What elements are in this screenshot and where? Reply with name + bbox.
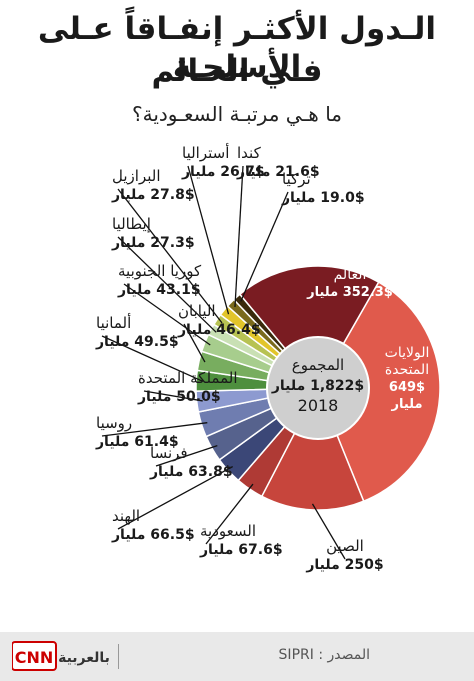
pie-slice [260, 386, 365, 511]
slice-name-label: ألمانيا [96, 313, 131, 332]
pie-slice [238, 265, 380, 390]
slice-name-label: روسيا [96, 414, 132, 432]
leader-line [101, 335, 203, 382]
slice-name-label: الصين [326, 537, 364, 555]
slice-name-label: المملكة المتحدة [138, 369, 238, 387]
leader-line [143, 390, 203, 402]
chart-subtitle: ما هـي مرتبـة السعـودية؟ [131, 102, 343, 126]
slice-name-label: الهند [112, 507, 140, 525]
leader-line [311, 503, 346, 560]
leader-line [117, 466, 233, 530]
slice-value-label: 66.5$ مليار [111, 527, 195, 543]
slice-value-label: 49.5$ مليار [95, 334, 179, 350]
slice-value-label: 26.7$ مليار [181, 164, 265, 180]
center-year: 2018 [298, 396, 339, 415]
slice-name-label: تركيا [282, 170, 311, 188]
slice-value-label: 352.3$ مليار [306, 285, 393, 300]
chart-title-line1: الـدول الأكثـر إنفـاقاً عـلى الأسلحـة [37, 11, 437, 85]
svg-text:CNN: CNN [15, 648, 54, 667]
slice-value-label: 27.3$ مليار [111, 235, 195, 251]
slice-value-label: 649$ [389, 380, 425, 395]
slice-unit-label: مليار [390, 397, 422, 412]
slice-value-label: 21.6$ مليار [236, 164, 320, 180]
slice-name-label: المتحدة [385, 362, 429, 378]
leader-line [117, 188, 223, 324]
center-circle [266, 336, 370, 440]
slice-value-label: 27.8$ مليار [111, 187, 195, 203]
slice-name-label: السعودية [200, 522, 256, 540]
source-credit: المصدر : SIPRI [278, 647, 370, 663]
slice-value-label: 46.4$ مليار [177, 322, 261, 338]
slice-value-label: 19.0$ مليار [281, 190, 365, 206]
slice-value-label: 63.8$ مليار [149, 464, 233, 480]
slice-value-label: 67.6$ مليار [199, 542, 283, 558]
cnn-arabic-logo-icon: CNN بالعربية [12, 641, 110, 671]
slice-name-label: اليابان [178, 302, 216, 320]
slice-name-label: أستراليا [182, 143, 229, 162]
leader-line [117, 236, 217, 333]
slice-name-label: فرنسا [150, 444, 188, 462]
footer: CNN بالعربية المصدر : SIPRI [0, 632, 474, 681]
slice-name-label: الولايات [385, 345, 430, 361]
leader-line [155, 444, 218, 467]
leader-line [234, 165, 244, 308]
leader-line [183, 323, 206, 363]
leader-line [123, 283, 211, 346]
slice-name-label: البرازيل [112, 167, 161, 185]
center-label: المجموع [292, 356, 344, 374]
slice-name-label: إيطاليا [112, 215, 151, 233]
leader-line [101, 422, 208, 437]
leader-lines [101, 165, 346, 560]
slice-value-label: 250$ مليار [305, 557, 383, 573]
leader-line [187, 165, 230, 315]
slice-name-label: كندا [237, 144, 262, 162]
leader-line [205, 483, 254, 545]
leader-line [240, 191, 289, 302]
footer-divider [118, 644, 119, 669]
center-total: 1,822$ مليار [271, 378, 364, 394]
slice-name-label: بقية دول [325, 250, 375, 266]
slice-value-label: 43.1$ مليار [117, 282, 201, 298]
svg-text:بالعربية: بالعربية [58, 650, 110, 666]
slice-value-label: 50.0$ مليار [137, 389, 221, 405]
pie-slice [317, 281, 441, 503]
slice-name-label: العالم [334, 267, 367, 283]
chart-title-line2: فـي العـالم [151, 53, 323, 89]
slice-name-label: كوريا الجنوبية [118, 262, 202, 280]
slice-value-label: 61.4$ مليار [95, 434, 179, 450]
